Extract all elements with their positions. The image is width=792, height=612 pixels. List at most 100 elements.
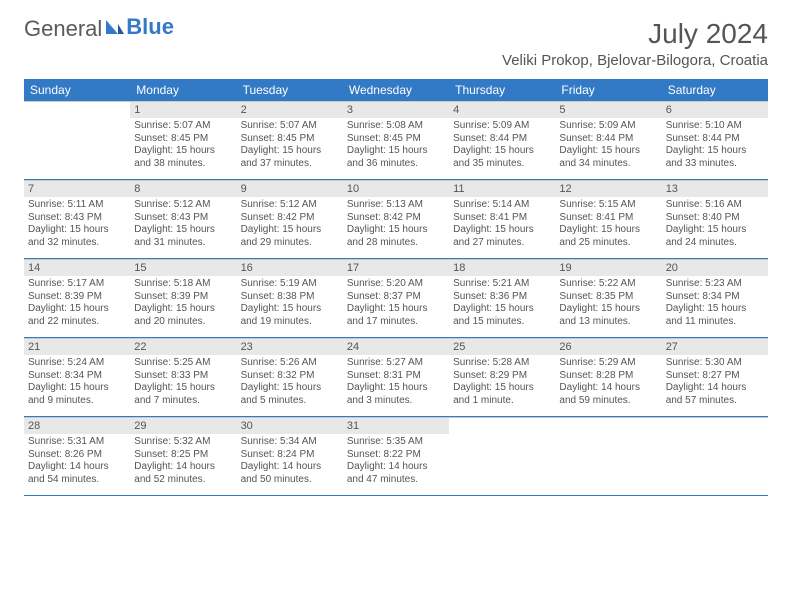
daylight-line1: Daylight: 15 hours [347, 382, 445, 395]
day-number-strip: 13 [662, 181, 768, 197]
weekday-header-cell: Sunday [24, 79, 130, 101]
daylight-line1: Daylight: 15 hours [559, 303, 657, 316]
daylight-line2: and 36 minutes. [347, 158, 445, 171]
day-number: 9 [241, 183, 339, 195]
day-cell: 13Sunrise: 5:16 AMSunset: 8:40 PMDayligh… [662, 180, 768, 258]
sunset: Sunset: 8:37 PM [347, 291, 445, 304]
day-number: 29 [134, 420, 232, 432]
daylight-line1: Daylight: 15 hours [559, 224, 657, 237]
sunrise: Sunrise: 5:24 AM [28, 357, 126, 370]
day-number-strip: 10 [343, 181, 449, 197]
day-number-strip: 24 [343, 339, 449, 355]
week-row: 7Sunrise: 5:11 AMSunset: 8:43 PMDaylight… [24, 180, 768, 259]
day-number: 7 [28, 183, 126, 195]
day-number: 24 [347, 341, 445, 353]
day-cell: 12 Sunrise: 5:15 AMSunset: 8:41 PMDayligh… [555, 180, 661, 258]
sunrise: Sunrise: 5:21 AM [453, 278, 551, 291]
daylight-line2: and 54 minutes. [28, 474, 126, 487]
sunset: Sunset: 8:24 PM [241, 449, 339, 462]
sunrise: Sunrise: 5:17 AM [28, 278, 126, 291]
day-cell: 5Sunrise: 5:09 AMSunset: 8:44 PMDaylight… [555, 101, 661, 179]
sunset: Sunset: 8:45 PM [241, 133, 339, 146]
day-cell: 21Sunrise: 5:24 AMSunset: 8:34 PMDayligh… [24, 338, 130, 416]
daylight-line1: Daylight: 15 hours [453, 303, 551, 316]
location-label: Veliki Prokop, Bjelovar-Bilogora, Croati… [502, 52, 768, 69]
day-number-strip: 7 [24, 181, 130, 197]
day-number: 10 [347, 183, 445, 195]
day-number-strip: 28 [24, 418, 130, 434]
sunset: Sunset: 8:41 PM [559, 212, 657, 225]
sunset: Sunset: 8:39 PM [134, 291, 232, 304]
daylight-line2: and 31 minutes. [134, 237, 232, 250]
day-number: 12 [559, 183, 657, 195]
day-number: 31 [347, 420, 445, 432]
sunrise: Sunrise: 5:08 AM [347, 120, 445, 133]
day-cell [24, 101, 130, 179]
daylight-line2: and 20 minutes. [134, 316, 232, 329]
daylight-line1: Daylight: 15 hours [28, 382, 126, 395]
day-cell: 30Sunrise: 5:34 AMSunset: 8:24 PMDayligh… [237, 417, 343, 495]
day-number: 27 [666, 341, 764, 353]
sunrise: Sunrise: 5:27 AM [347, 357, 445, 370]
daylight-line1: Daylight: 15 hours [134, 145, 232, 158]
day-number: 11 [453, 183, 551, 195]
day-cell: 28Sunrise: 5:31 AMSunset: 8:26 PMDayligh… [24, 417, 130, 495]
day-cell: 31Sunrise: 5:35 AMSunset: 8:22 PMDayligh… [343, 417, 449, 495]
day-cell: 11 Sunrise: 5:14 AMSunset: 8:41 PMDayligh… [449, 180, 555, 258]
sunset: Sunset: 8:44 PM [453, 133, 551, 146]
daylight-line2: and 34 minutes. [559, 158, 657, 171]
sunset: Sunset: 8:35 PM [559, 291, 657, 304]
day-number: 8 [134, 183, 232, 195]
sunrise: Sunrise: 5:26 AM [241, 357, 339, 370]
week-row: 28Sunrise: 5:31 AMSunset: 8:26 PMDayligh… [24, 417, 768, 496]
sunset: Sunset: 8:39 PM [28, 291, 126, 304]
day-cell: 22Sunrise: 5:25 AMSunset: 8:33 PMDayligh… [130, 338, 236, 416]
day-cell: 18Sunrise: 5:21 AMSunset: 8:36 PMDayligh… [449, 259, 555, 337]
day-number-strip: 21 [24, 339, 130, 355]
logo-word-blue: Blue [126, 16, 174, 38]
daylight-line1: Daylight: 14 hours [241, 461, 339, 474]
daylight-line1: Daylight: 15 hours [453, 382, 551, 395]
month-title: July 2024 [502, 18, 768, 50]
day-number-strip: 22 [130, 339, 236, 355]
day-number: 13 [666, 183, 764, 195]
daylight-line1: Daylight: 14 hours [28, 461, 126, 474]
sunrise: Sunrise: 5:15 AM [559, 199, 657, 212]
daylight-line1: Daylight: 15 hours [453, 224, 551, 237]
daylight-line2: and 24 minutes. [666, 237, 764, 250]
week-row: 21Sunrise: 5:24 AMSunset: 8:34 PMDayligh… [24, 338, 768, 417]
day-number-strip: 16 [237, 260, 343, 276]
sunset: Sunset: 8:33 PM [134, 370, 232, 383]
sunrise: Sunrise: 5:19 AM [241, 278, 339, 291]
sunset: Sunset: 8:41 PM [453, 212, 551, 225]
day-number-strip: 19 [555, 260, 661, 276]
sunset: Sunset: 8:43 PM [28, 212, 126, 225]
sunset: Sunset: 8:43 PM [134, 212, 232, 225]
daylight-line2: and 3 minutes. [347, 395, 445, 408]
day-number-strip: 5 [555, 102, 661, 118]
sunset: Sunset: 8:34 PM [666, 291, 764, 304]
sunset: Sunset: 8:32 PM [241, 370, 339, 383]
daylight-line1: Daylight: 15 hours [453, 145, 551, 158]
sunrise: Sunrise: 5:14 AM [453, 199, 551, 212]
week-row: 14Sunrise: 5:17 AMSunset: 8:39 PMDayligh… [24, 259, 768, 338]
sunrise: Sunrise: 5:13 AM [347, 199, 445, 212]
daylight-line1: Daylight: 15 hours [241, 224, 339, 237]
sunrise: Sunrise: 5:12 AM [134, 199, 232, 212]
sunrise: Sunrise: 5:10 AM [666, 120, 764, 133]
sunset: Sunset: 8:26 PM [28, 449, 126, 462]
day-number-strip: 1 [130, 102, 236, 118]
day-number: 20 [666, 262, 764, 274]
day-number-strip: 27 [662, 339, 768, 355]
day-number: 15 [134, 262, 232, 274]
sunrise: Sunrise: 5:12 AM [241, 199, 339, 212]
day-number-strip: 29 [130, 418, 236, 434]
day-number: 18 [453, 262, 551, 274]
day-cell [662, 417, 768, 495]
logo-word-general: General [24, 18, 102, 40]
day-number-strip: 8 [130, 181, 236, 197]
sunrise: Sunrise: 5:29 AM [559, 357, 657, 370]
sunrise: Sunrise: 5:34 AM [241, 436, 339, 449]
daylight-line1: Daylight: 15 hours [134, 303, 232, 316]
daylight-line1: Daylight: 15 hours [28, 303, 126, 316]
